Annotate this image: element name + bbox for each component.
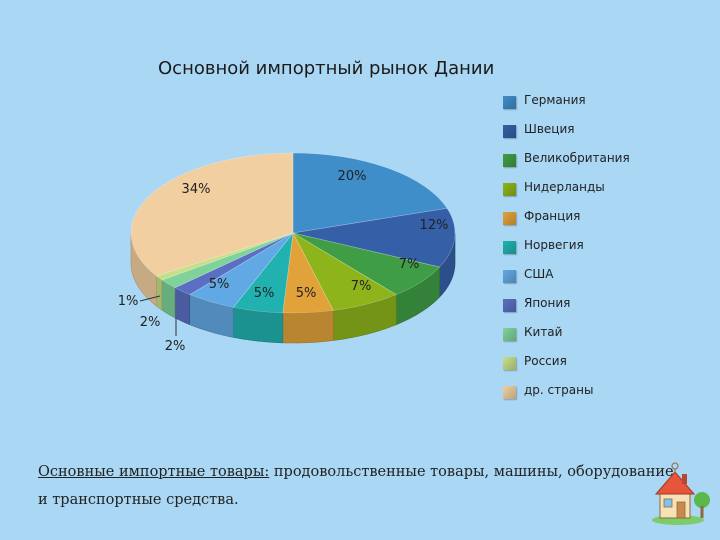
data-label-германия: 20% bbox=[338, 169, 367, 184]
pie-slice-швеция bbox=[292, 207, 456, 268]
legend-label: Россия bbox=[524, 354, 567, 368]
legend-label: Франция bbox=[524, 209, 581, 223]
data-labels: 20%12%7%7%5%5%5%2%2%1%34% bbox=[118, 169, 449, 354]
slide-caption: Основные импортные товары: продовольстве… bbox=[38, 458, 678, 514]
legend-label: Япония bbox=[524, 296, 571, 310]
pie-slices bbox=[130, 152, 456, 314]
data-label-сша: 5% bbox=[209, 277, 230, 292]
legend-label: США bbox=[524, 267, 554, 281]
pie-slice-сша bbox=[189, 232, 294, 308]
legend-swatch bbox=[503, 328, 516, 341]
data-label-великобритания: 7% bbox=[399, 257, 420, 272]
caption-text: продовольственные товары, машины, оборуд… bbox=[38, 464, 674, 508]
data-label-др-страны: 34% bbox=[182, 182, 211, 197]
data-label-франция: 5% bbox=[296, 286, 317, 301]
legend-swatch bbox=[503, 96, 516, 109]
legend-label: Норвегия bbox=[524, 238, 584, 252]
leader-lines bbox=[139, 295, 177, 336]
legend-label: Китай bbox=[524, 325, 563, 339]
pie-slice-др-страны bbox=[130, 152, 294, 277]
legend-swatch bbox=[503, 125, 516, 138]
pie-slice-норвегия bbox=[232, 231, 294, 314]
pie-slice-великобритания bbox=[292, 232, 441, 295]
pie-side-франция bbox=[282, 310, 334, 344]
legend-label: др. страны bbox=[524, 383, 594, 397]
legend-swatch bbox=[503, 386, 516, 399]
data-label-норвегия: 5% bbox=[254, 286, 275, 301]
pie-slice-китай bbox=[161, 232, 294, 289]
pie-slice-германия bbox=[292, 152, 448, 234]
legend-swatch bbox=[503, 212, 516, 225]
pie-slice-франция bbox=[282, 232, 334, 314]
legend-label: Швеция bbox=[524, 122, 575, 136]
legend-label: Германия bbox=[524, 93, 586, 107]
chart-title: Основной импортный рынок Дании bbox=[158, 58, 495, 79]
caption-lead: Основные импортные товары: bbox=[38, 464, 270, 480]
legend-swatch bbox=[503, 299, 516, 312]
data-label-швеция: 12% bbox=[420, 218, 449, 233]
pie-side-россия bbox=[155, 275, 163, 311]
data-label-япония: 2% bbox=[165, 339, 186, 354]
legend-swatch bbox=[503, 357, 516, 370]
data-label-китай: 2% bbox=[140, 315, 161, 330]
legend-swatch bbox=[503, 154, 516, 167]
pie-slice-нидерланды bbox=[292, 232, 397, 311]
pie-slice-россия bbox=[155, 232, 294, 281]
house-icon bbox=[652, 462, 710, 525]
legend-label: Великобритания bbox=[524, 151, 630, 165]
leader-line-1 bbox=[139, 295, 161, 302]
legend-swatch bbox=[503, 183, 516, 196]
legend-swatch bbox=[503, 241, 516, 254]
data-label-нидерланды: 7% bbox=[351, 279, 372, 294]
pie-slice-япония bbox=[174, 232, 294, 295]
legend-swatch bbox=[503, 270, 516, 283]
data-label-россия: 1% bbox=[118, 294, 139, 309]
legend-label: Нидерланды bbox=[524, 180, 605, 194]
